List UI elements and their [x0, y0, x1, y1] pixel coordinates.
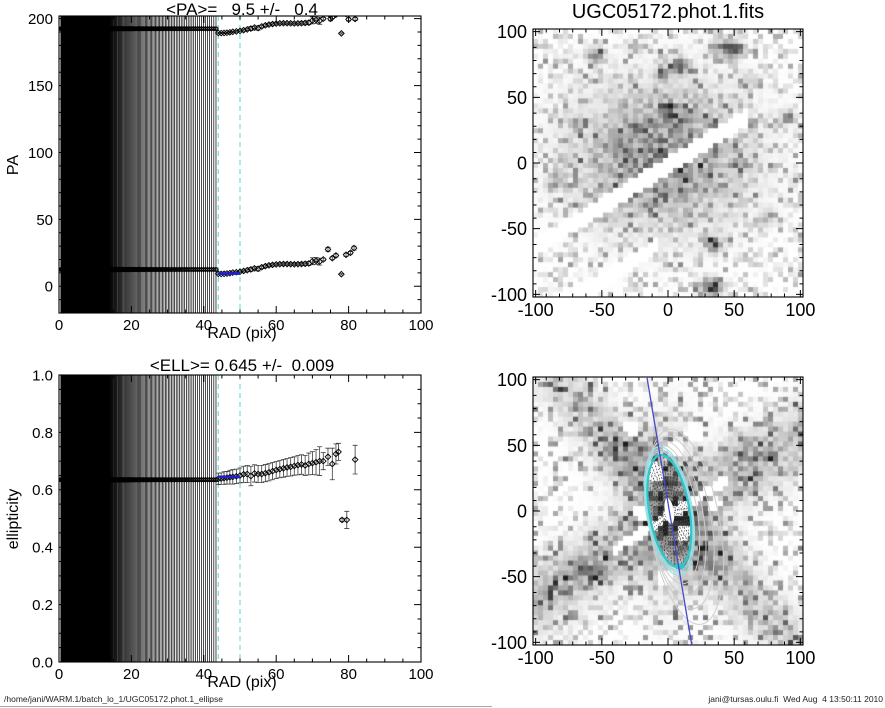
svg-text:50: 50 [724, 648, 744, 668]
svg-text:0: 0 [663, 300, 673, 320]
svg-text:50: 50 [724, 300, 744, 320]
svg-text:100: 100 [408, 317, 433, 334]
pa-x-axis-label: RAD (pix) [207, 325, 277, 342]
svg-text:-50: -50 [501, 567, 527, 587]
galaxy-image-axes: -100 -50 0 50 100 -100 -50 0 50 100 [491, 22, 815, 320]
svg-text:100: 100 [408, 666, 433, 683]
svg-text:0: 0 [55, 666, 63, 683]
svg-text:-100: -100 [491, 285, 527, 305]
ellipticity-y-axis-label: ellipticity [5, 488, 22, 550]
svg-text:0.8: 0.8 [32, 425, 53, 442]
svg-text:40: 40 [195, 666, 212, 683]
galaxy-image-canvas [533, 29, 803, 297]
svg-text:0.0: 0.0 [32, 654, 53, 671]
svg-text:0: 0 [45, 279, 53, 296]
svg-text:50: 50 [36, 212, 53, 229]
svg-text:20: 20 [123, 317, 140, 334]
pa-plot: 0 20 40 60 80 100 0 50 100 150 200 [28, 11, 434, 334]
svg-text:20: 20 [123, 666, 140, 683]
svg-text:0: 0 [663, 648, 673, 668]
svg-text:80: 80 [340, 666, 357, 683]
svg-text:1.0: 1.0 [32, 367, 53, 384]
svg-text:100: 100 [497, 370, 527, 390]
window-bottom-border [0, 706, 492, 707]
svg-text:100: 100 [497, 22, 527, 42]
svg-text:80: 80 [340, 317, 357, 334]
ellipticity-plot-title: <ELL>= 0.645 +/- 0.009 [149, 356, 335, 375]
svg-text:-100: -100 [491, 633, 527, 653]
svg-text:-100: -100 [518, 648, 554, 668]
svg-text:-50: -50 [501, 219, 527, 239]
svg-text:-100: -100 [518, 300, 554, 320]
user-timestamp-text: jani@tursas.oulu.fi Wed Aug 4 13:50:11 2… [708, 694, 883, 704]
svg-text:50: 50 [507, 436, 527, 456]
fits-image-title: UGC05172.phot.1.fits [571, 1, 765, 23]
svg-text:60: 60 [268, 317, 285, 334]
ellipticity-plot: 0 20 40 60 80 100 0.0 0.2 0.4 0.6 0.8 1.0 [32, 367, 433, 683]
ellipse-overlay-image-axes: -100 -50 0 50 100 -100 -50 0 50 100 [491, 370, 815, 668]
svg-text:0.4: 0.4 [32, 540, 53, 557]
file-path-text: /home/jani/WARM.1/batch_lo_1/UGC05172.ph… [4, 694, 223, 704]
svg-text:100: 100 [28, 145, 53, 162]
svg-text:0: 0 [517, 501, 527, 521]
svg-text:0.6: 0.6 [32, 482, 53, 499]
ellipticity-x-axis-label: RAD (pix) [207, 674, 277, 691]
svg-text:0.2: 0.2 [32, 597, 53, 614]
svg-text:50: 50 [507, 88, 527, 108]
svg-text:100: 100 [785, 648, 815, 668]
svg-text:150: 150 [28, 78, 53, 95]
svg-text:0: 0 [517, 153, 527, 173]
svg-text:200: 200 [28, 11, 53, 28]
svg-text:-50: -50 [589, 300, 615, 320]
pa-y-axis-label: PA [5, 154, 22, 176]
svg-text:40: 40 [195, 317, 212, 334]
pa-plot-title: <PA>= 9.5 +/- 0.4 [166, 0, 318, 19]
svg-text:0: 0 [55, 317, 63, 334]
svg-text:60: 60 [268, 666, 285, 683]
svg-text:100: 100 [785, 300, 815, 320]
svg-text:-50: -50 [589, 648, 615, 668]
